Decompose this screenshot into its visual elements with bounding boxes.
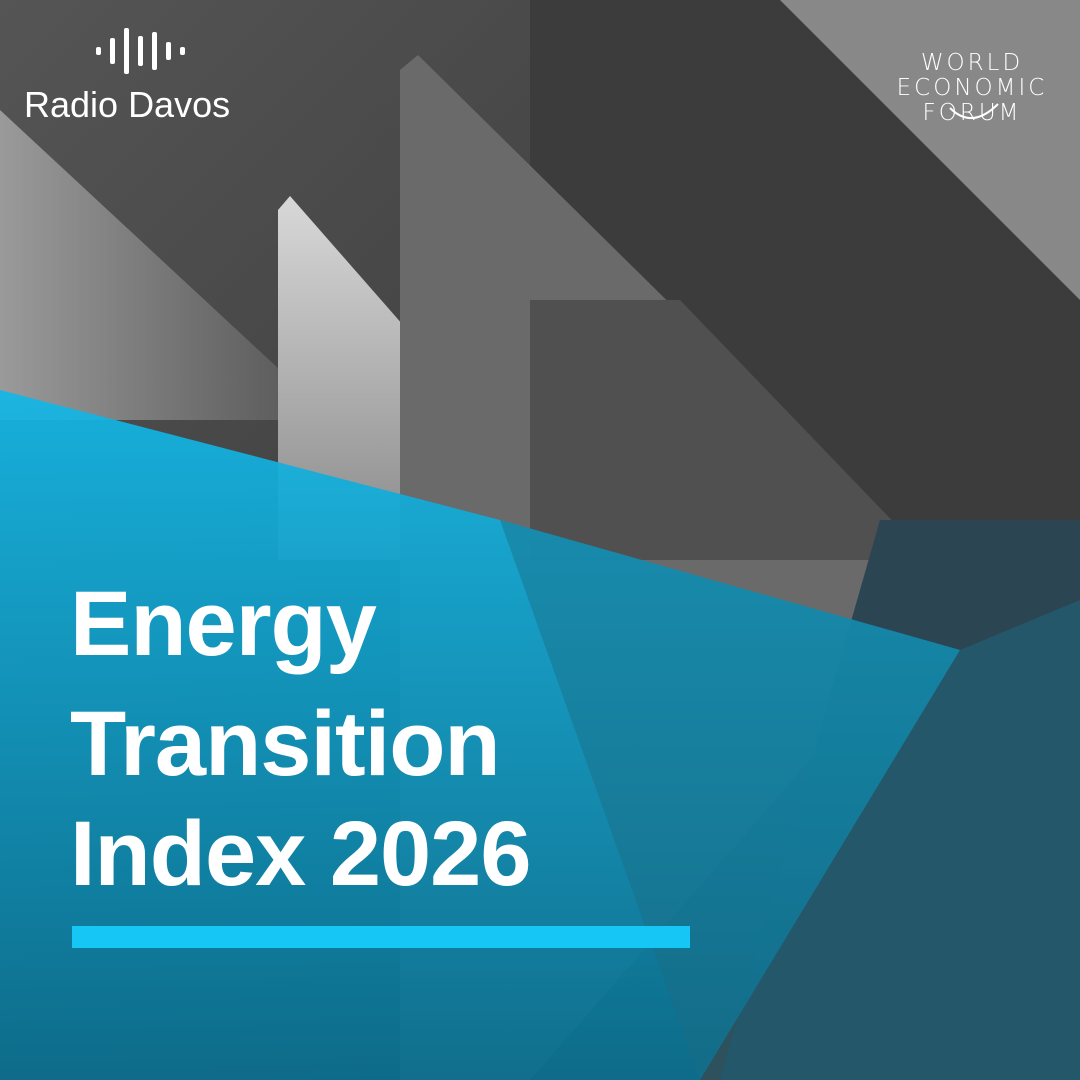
partner-line: WORLD [921, 50, 1023, 76]
pylon-detail [530, 300, 930, 560]
title-line: Transition [70, 693, 500, 795]
partner-line: ECONOMIC [897, 75, 1048, 101]
partner-arc [949, 103, 999, 119]
title-line: Energy [70, 573, 377, 675]
partner-line: FORUM [923, 100, 1022, 126]
logo-icon [96, 28, 185, 74]
triangle [780, 0, 1080, 300]
photo-city [720, 520, 1080, 1080]
title-line: Index 2026 [70, 803, 531, 905]
photo-industry [0, 110, 280, 420]
brand-name: Radio Davos [24, 84, 230, 125]
accent-bar [72, 926, 690, 948]
blue-overlay [0, 390, 960, 1080]
blue-tint [500, 520, 1080, 1080]
